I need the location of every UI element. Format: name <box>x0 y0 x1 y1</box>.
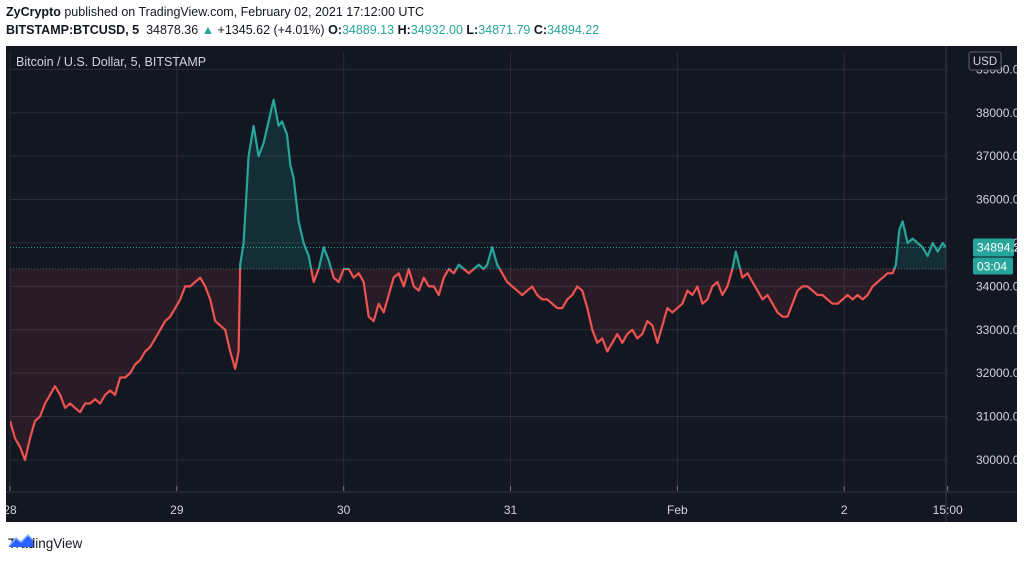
open-label: O: <box>328 23 342 37</box>
y-tick-label: 34000.00 <box>976 279 1017 293</box>
close-label: C: <box>533 23 548 37</box>
x-tick-label: 28 <box>6 503 17 517</box>
high-label: H: <box>397 23 411 37</box>
y-tick-label: 36000.00 <box>976 193 1017 207</box>
y-tick-label: 37000.00 <box>976 149 1017 163</box>
x-tick-label: 15:00 <box>933 503 963 517</box>
area-fill-below <box>10 269 946 460</box>
x-tick-label: 29 <box>170 503 184 517</box>
y-tick-label: 31000.00 <box>976 410 1017 424</box>
currency-badge <box>968 51 1002 71</box>
price-change: +1345.62 (+4.01%) <box>217 23 325 37</box>
x-tick-label: 2 <box>841 503 848 517</box>
x-tick-label: Feb <box>667 503 688 517</box>
close-value: 34894.22 <box>547 23 600 37</box>
y-tick-label: 30000.00 <box>976 453 1017 467</box>
y-tick-label: 33000.00 <box>976 323 1017 337</box>
high-value: 34932.00 <box>410 23 463 37</box>
footer: TradingView <box>8 532 82 554</box>
publisher-name: ZyCrypto <box>6 5 61 19</box>
publish-info: ZyCrypto published on TradingView.com, F… <box>6 5 424 19</box>
countdown-label: 03:04 <box>977 260 1007 274</box>
up-arrow-icon: ▲ <box>201 23 215 37</box>
low-value: 34871.79 <box>478 23 531 37</box>
currency-label: USD <box>973 56 997 68</box>
low-label: L: <box>466 23 479 37</box>
countdown-tag <box>973 257 1013 275</box>
symbol-name: BITSTAMP:BTCUSD, 5 <box>6 23 140 37</box>
price-line-below <box>10 269 896 462</box>
last-price-tag <box>973 238 1014 257</box>
tradingview-logo-icon <box>8 533 34 547</box>
y-tick-label: 32000.00 <box>976 366 1017 380</box>
chart-title: Bitcoin / U.S. Dollar, 5, BITSTAMP <box>16 55 206 69</box>
x-tick-label: 30 <box>337 503 351 517</box>
symbol-info: BITSTAMP:BTCUSD, 5 34878.36 ▲ +1345.62 (… <box>6 23 599 37</box>
open-value: 34889.13 <box>341 23 395 37</box>
price-line-above <box>239 98 946 269</box>
publish-text: published on TradingView.com, February 0… <box>64 5 425 19</box>
price-chart[interactable]: 30000.00 31000.00 32000.00 33000.00 34000.00… <box>6 46 1017 522</box>
last-price-label: 34894.22 <box>977 241 1017 255</box>
chart-panel[interactable]: 30000.00 31000.00 32000.00 33000.00 34000.00… <box>6 46 1017 522</box>
x-tick-label: 31 <box>504 503 518 517</box>
y-tick-label: 38000.00 <box>976 106 1017 120</box>
last-price: 34878.36 <box>146 23 199 37</box>
